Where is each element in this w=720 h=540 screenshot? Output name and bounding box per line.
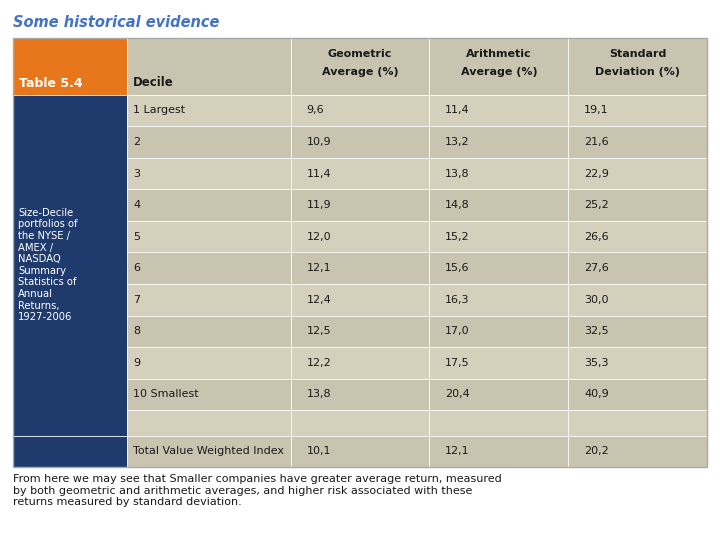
- Text: Size-Decile
portfolios of
the NYSE /
AMEX /
NASDAQ
Summary
Statistics of
Annual
: Size-Decile portfolios of the NYSE / AME…: [18, 208, 78, 322]
- Text: 32,5: 32,5: [584, 326, 608, 336]
- Text: 12,5: 12,5: [307, 326, 331, 336]
- Text: 13,8: 13,8: [445, 168, 470, 179]
- Text: 17,0: 17,0: [445, 326, 470, 336]
- Text: 13,8: 13,8: [307, 389, 331, 400]
- Text: 10,1: 10,1: [307, 447, 331, 456]
- Text: Some historical evidence: Some historical evidence: [13, 15, 220, 30]
- Text: Average (%): Average (%): [322, 67, 398, 77]
- Text: 20,2: 20,2: [584, 447, 609, 456]
- Text: 12,2: 12,2: [307, 358, 331, 368]
- Text: 3: 3: [133, 168, 140, 179]
- Text: 9,6: 9,6: [307, 105, 324, 116]
- Text: 10,9: 10,9: [307, 137, 331, 147]
- Text: 17,5: 17,5: [445, 358, 470, 368]
- Text: Total Value Weighted Index: Total Value Weighted Index: [133, 447, 284, 456]
- Text: 20,4: 20,4: [445, 389, 470, 400]
- Text: 19,1: 19,1: [584, 105, 608, 116]
- Text: 7: 7: [133, 295, 140, 305]
- Text: From here we may see that Smaller companies have greater average return, measure: From here we may see that Smaller compan…: [13, 474, 502, 507]
- Text: 25,2: 25,2: [584, 200, 609, 210]
- Text: 26,6: 26,6: [584, 232, 608, 242]
- Text: 21,6: 21,6: [584, 137, 608, 147]
- Text: 40,9: 40,9: [584, 389, 609, 400]
- Text: 35,3: 35,3: [584, 358, 608, 368]
- Text: 1 Largest: 1 Largest: [133, 105, 185, 116]
- Text: Standard: Standard: [609, 49, 666, 59]
- Text: Table 5.4: Table 5.4: [19, 77, 82, 90]
- Text: Deviation (%): Deviation (%): [595, 67, 680, 77]
- Text: 11,4: 11,4: [445, 105, 470, 116]
- Text: 11,9: 11,9: [307, 200, 331, 210]
- Text: 4: 4: [133, 200, 140, 210]
- Text: 6: 6: [133, 263, 140, 273]
- Text: Decile: Decile: [133, 76, 174, 89]
- Text: 22,9: 22,9: [584, 168, 609, 179]
- Text: 14,8: 14,8: [445, 200, 470, 210]
- Text: 2: 2: [133, 137, 140, 147]
- Text: 12,1: 12,1: [445, 447, 470, 456]
- Text: 11,4: 11,4: [307, 168, 331, 179]
- Text: 30,0: 30,0: [584, 295, 608, 305]
- Text: 16,3: 16,3: [445, 295, 469, 305]
- Text: 15,2: 15,2: [445, 232, 470, 242]
- Text: 12,0: 12,0: [307, 232, 331, 242]
- Text: 9: 9: [133, 358, 140, 368]
- Text: 12,1: 12,1: [307, 263, 331, 273]
- Text: 12,4: 12,4: [307, 295, 331, 305]
- Text: 27,6: 27,6: [584, 263, 609, 273]
- Text: Geometric: Geometric: [328, 49, 392, 59]
- Text: Average (%): Average (%): [461, 67, 537, 77]
- Text: 8: 8: [133, 326, 140, 336]
- Text: Arithmetic: Arithmetic: [466, 49, 531, 59]
- Text: 15,6: 15,6: [445, 263, 469, 273]
- Text: 5: 5: [133, 232, 140, 242]
- Text: 13,2: 13,2: [445, 137, 470, 147]
- Text: 10 Smallest: 10 Smallest: [133, 389, 199, 400]
